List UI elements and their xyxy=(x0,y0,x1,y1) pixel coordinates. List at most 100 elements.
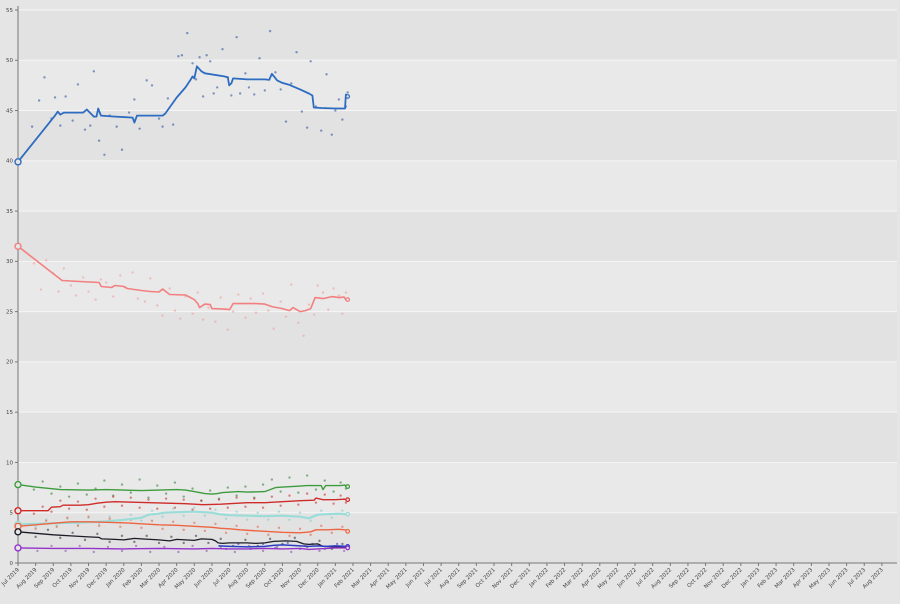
line-start-marker xyxy=(14,242,22,250)
scatter-point xyxy=(288,534,291,538)
line-start-marker xyxy=(14,158,22,166)
scatter-point xyxy=(293,536,296,540)
y-tick-label: 55 xyxy=(6,8,13,14)
scatter-point xyxy=(309,60,312,63)
scatter-point xyxy=(203,529,207,533)
scatter-point xyxy=(298,511,302,514)
scatter-point xyxy=(168,287,171,290)
scatter-point xyxy=(76,83,80,86)
scatter-point xyxy=(341,312,344,315)
scatter-point xyxy=(87,515,90,518)
scatter-point xyxy=(297,321,300,324)
scatter-point xyxy=(150,84,154,87)
scatter-point xyxy=(34,535,37,539)
scatter-point xyxy=(182,528,185,532)
scatter-point xyxy=(201,318,205,321)
scatter-point xyxy=(85,493,88,496)
scatter-point xyxy=(194,534,198,538)
scatter-point xyxy=(191,312,194,315)
scatter-point xyxy=(120,483,124,486)
scatter-point xyxy=(318,539,321,543)
scatter-point xyxy=(263,89,267,92)
scatter-point xyxy=(64,549,67,553)
scatter-point xyxy=(94,497,97,500)
scatter-point xyxy=(134,544,138,548)
scatter-point xyxy=(30,125,34,128)
scatter-point xyxy=(253,93,256,96)
scatter-point xyxy=(138,127,141,130)
scatter-point xyxy=(267,533,270,537)
scatter-point xyxy=(275,545,279,549)
scatter-point xyxy=(57,290,60,293)
scatter-point xyxy=(268,29,272,33)
scatter-point xyxy=(32,512,36,515)
line-end-marker xyxy=(345,545,351,551)
scatter-point xyxy=(50,492,53,495)
scatter-point xyxy=(219,296,222,299)
scatter-point xyxy=(261,483,265,486)
scatter-point xyxy=(279,490,282,493)
scatter-point xyxy=(74,294,78,297)
scatter-point xyxy=(34,525,37,529)
scatter-point xyxy=(76,524,80,527)
scatter-point xyxy=(346,91,349,94)
grid-band xyxy=(18,110,897,161)
scatter-point xyxy=(205,54,208,57)
scatter-point xyxy=(305,474,309,477)
line-end-marker xyxy=(345,528,351,534)
scatter-point xyxy=(45,519,48,522)
line-end-marker xyxy=(345,511,351,517)
scatter-point xyxy=(171,507,175,510)
scatter-point xyxy=(119,525,122,529)
scatter-point xyxy=(208,489,212,492)
scatter-point xyxy=(237,293,240,296)
gridlines xyxy=(18,9,897,564)
scatter-point xyxy=(136,297,140,300)
scatter-point xyxy=(182,541,185,545)
scatter-point xyxy=(279,504,282,507)
scatter-point xyxy=(244,316,247,319)
scatter-point xyxy=(344,291,348,294)
scatter-point xyxy=(191,508,194,511)
scatter-point xyxy=(147,496,150,499)
scatter-point xyxy=(298,527,302,531)
scatter-point xyxy=(288,494,291,497)
series-black-scatter xyxy=(34,528,344,551)
scatter-point xyxy=(194,78,198,81)
scatter-point xyxy=(244,485,247,488)
scatter-point xyxy=(244,505,247,508)
scatter-point xyxy=(32,488,36,491)
scatter-point xyxy=(312,313,316,316)
scatter-point xyxy=(341,525,344,529)
y-tick-label: 35 xyxy=(6,209,13,215)
scatter-point xyxy=(164,492,168,495)
scatter-point xyxy=(145,79,148,82)
scatter-point xyxy=(156,304,159,307)
scatter-point xyxy=(94,298,97,301)
scatter-point xyxy=(335,542,339,546)
y-tick-label: 20 xyxy=(6,360,13,366)
scatter-point xyxy=(305,492,309,495)
scatter-point xyxy=(307,303,311,306)
scatter-point xyxy=(138,478,141,481)
scatter-point xyxy=(253,497,256,500)
scatter-point xyxy=(309,533,312,537)
scatter-point xyxy=(249,297,252,300)
scatter-point xyxy=(203,514,207,517)
scatter-point xyxy=(279,300,282,303)
scatter-point xyxy=(193,521,196,524)
scatter-point xyxy=(196,291,200,294)
scatter-point xyxy=(191,62,194,65)
grid-band xyxy=(18,211,897,262)
scatter-point xyxy=(337,294,341,297)
grid-band xyxy=(18,462,897,513)
scatter-point xyxy=(245,518,249,521)
scatter-point xyxy=(320,129,323,132)
y-tick-label: 25 xyxy=(6,309,13,315)
scatter-point xyxy=(112,495,115,498)
grid-band xyxy=(18,60,897,111)
scatter-point xyxy=(235,524,238,527)
scatter-point xyxy=(59,536,62,540)
trend-line xyxy=(218,544,349,548)
scatter-point xyxy=(103,505,106,508)
